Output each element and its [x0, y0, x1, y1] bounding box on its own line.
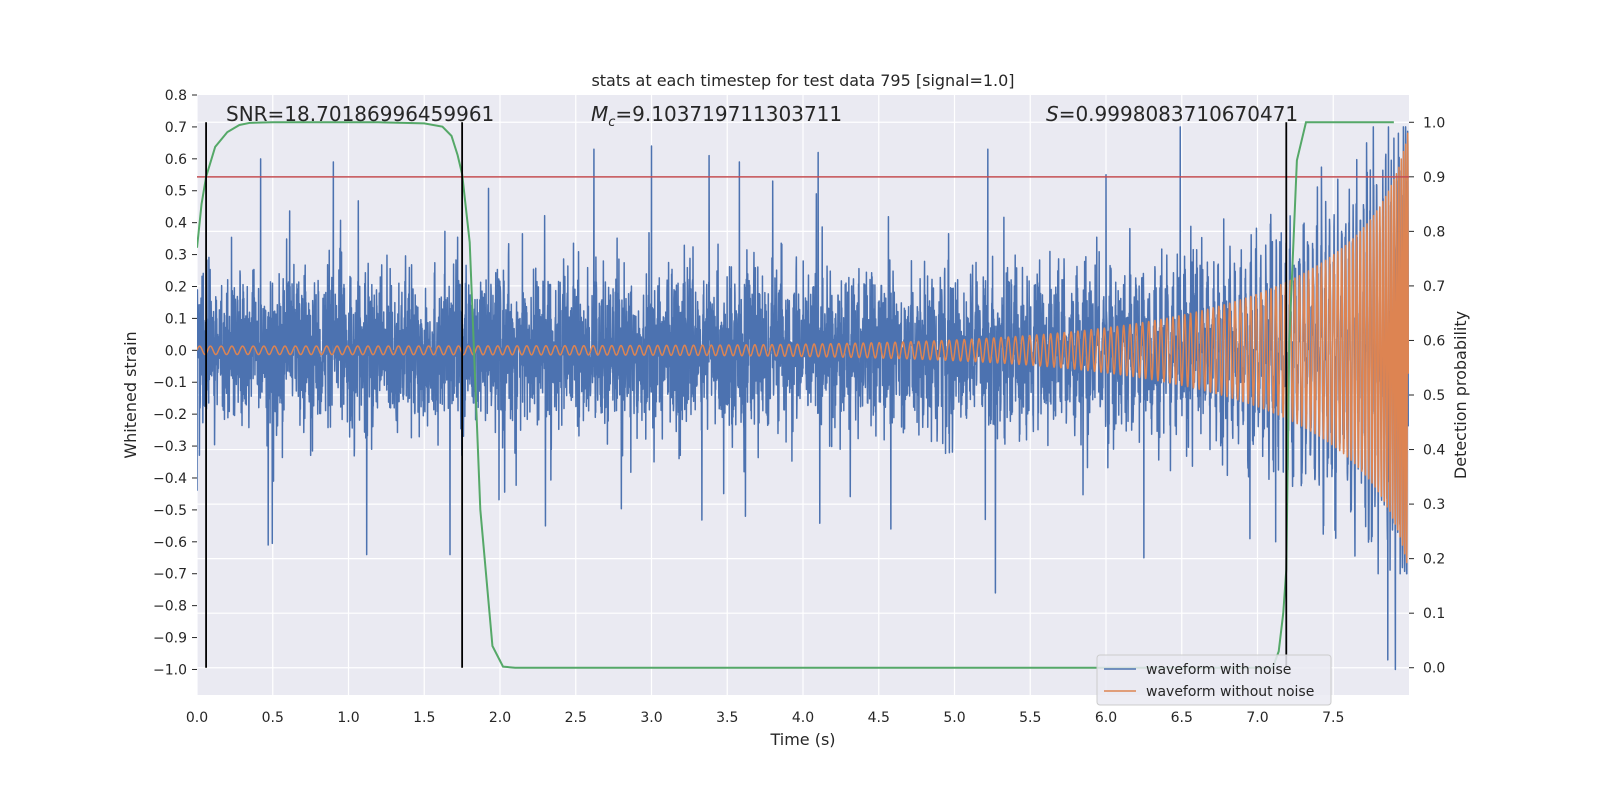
s-symbol: S	[1046, 102, 1059, 126]
x-tick-label: 4.0	[792, 710, 814, 726]
y-tick-label: 0.6	[165, 152, 187, 168]
y-tick-label: 0.8	[165, 88, 187, 104]
y-tick-label: −1.0	[153, 662, 187, 678]
chirp-mass-symbol: M	[591, 102, 608, 126]
y-tick-label: 0.3	[165, 248, 187, 264]
x-tick-label: 3.5	[716, 710, 738, 726]
y2-tick-label: 0.5	[1423, 388, 1445, 404]
chart-title: stats at each timestep for test data 795…	[591, 71, 1014, 90]
y-tick-label: −0.7	[153, 567, 187, 583]
s-annotation: S=0.9998083710670471	[1046, 102, 1298, 126]
y-tick-label: 0.0	[165, 343, 187, 359]
legend: waveform with noise waveform without noi…	[1096, 654, 1332, 706]
chirp-mass-value: =9.103719711303711	[615, 102, 842, 126]
y2-tick-label: 0.6	[1423, 333, 1445, 349]
y-axis-label: Whitened strain	[121, 331, 140, 458]
x-tick-label: 1.0	[337, 710, 359, 726]
x-tick-label: 6.0	[1095, 710, 1117, 726]
y2-tick-label: 0.8	[1423, 224, 1445, 240]
y2-tick-label: 1.0	[1423, 115, 1445, 131]
x-tick-label: 1.5	[413, 710, 435, 726]
s-value: =0.9998083710670471	[1059, 102, 1298, 126]
plot-area	[197, 121, 1409, 671]
y2-tick-label: 0.7	[1423, 279, 1445, 295]
y2-tick-label: 0.2	[1423, 552, 1445, 568]
y-tick-label: −0.1	[153, 375, 187, 391]
x-axis: 0.0 0.5 1.0 1.5 2.0 2.5 3.0 3.5 4.0 4.5 5.0 5.5 6.0 6…	[186, 710, 1345, 726]
y2-tick-label: 0.0	[1423, 661, 1445, 677]
y-tick-label: −0.6	[153, 535, 187, 551]
x-tick-label: 3.0	[640, 710, 662, 726]
x-axis-label: Time (s)	[769, 730, 835, 749]
x-tick-label: 5.0	[943, 710, 965, 726]
y-tick-label: 0.2	[165, 279, 187, 295]
y-tick-label: 0.7	[165, 120, 187, 136]
y2-tick-label: 0.3	[1423, 497, 1445, 513]
y2-axis-label: Detection probability	[1451, 311, 1470, 479]
x-tick-label: 0.0	[186, 710, 208, 726]
y2-axis: 1.0 0.9 0.8 0.7 0.6 0.5 0.4 0.3 0.2 0.1 0.0	[1409, 115, 1445, 677]
y2-tick-label: 0.9	[1423, 170, 1445, 186]
y-tick-label: 0.5	[165, 184, 187, 200]
x-tick-label: 2.0	[489, 710, 511, 726]
x-tick-label: 2.5	[565, 710, 587, 726]
x-tick-label: 6.5	[1171, 710, 1193, 726]
y-tick-label: 0.4	[165, 216, 187, 232]
y-tick-label: −0.2	[153, 407, 187, 423]
x-tick-label: 5.5	[1019, 710, 1041, 726]
y-tick-label: −0.8	[153, 599, 187, 615]
legend-label-clean: waveform without noise	[1146, 684, 1314, 700]
x-tick-label: 0.5	[262, 710, 284, 726]
chirp-mass-annotation: Mc=9.103719711303711	[591, 102, 842, 130]
y-tick-label: −0.5	[153, 503, 187, 519]
x-tick-label: 4.5	[868, 710, 890, 726]
x-tick-label: 7.0	[1246, 710, 1268, 726]
y-tick-label: −0.4	[153, 471, 187, 487]
x-tick-label: 7.5	[1322, 710, 1344, 726]
legend-label-noisy: waveform with noise	[1146, 662, 1291, 678]
y2-tick-label: 0.4	[1423, 443, 1445, 459]
y2-tick-label: 0.1	[1423, 606, 1445, 622]
detection-probability-line	[197, 121, 1394, 669]
clean-waveform-line	[197, 132, 1409, 564]
snr-annotation: SNR=18.70186996459961	[226, 102, 494, 126]
y-tick-label: 0.1	[165, 311, 187, 327]
y-axis: 0.8 0.7 0.6 0.5 0.4 0.3 0.2 0.1 0.0 −0.1 −0.2 −0.3 −…	[153, 88, 197, 678]
chirp-mass-subscript: c	[608, 115, 615, 130]
y-tick-label: −0.9	[153, 631, 187, 647]
legend-box	[1096, 654, 1332, 706]
y-tick-label: −0.3	[153, 439, 187, 455]
